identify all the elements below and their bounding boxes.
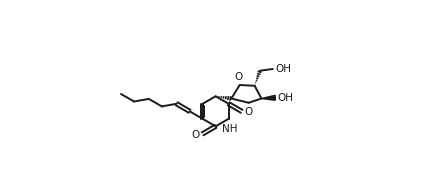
Text: O: O: [234, 72, 243, 82]
Text: O: O: [191, 130, 199, 140]
Text: NH: NH: [221, 124, 237, 134]
Text: O: O: [244, 107, 253, 117]
Polygon shape: [261, 95, 275, 100]
Text: OH: OH: [274, 64, 290, 74]
Text: OH: OH: [277, 93, 293, 103]
